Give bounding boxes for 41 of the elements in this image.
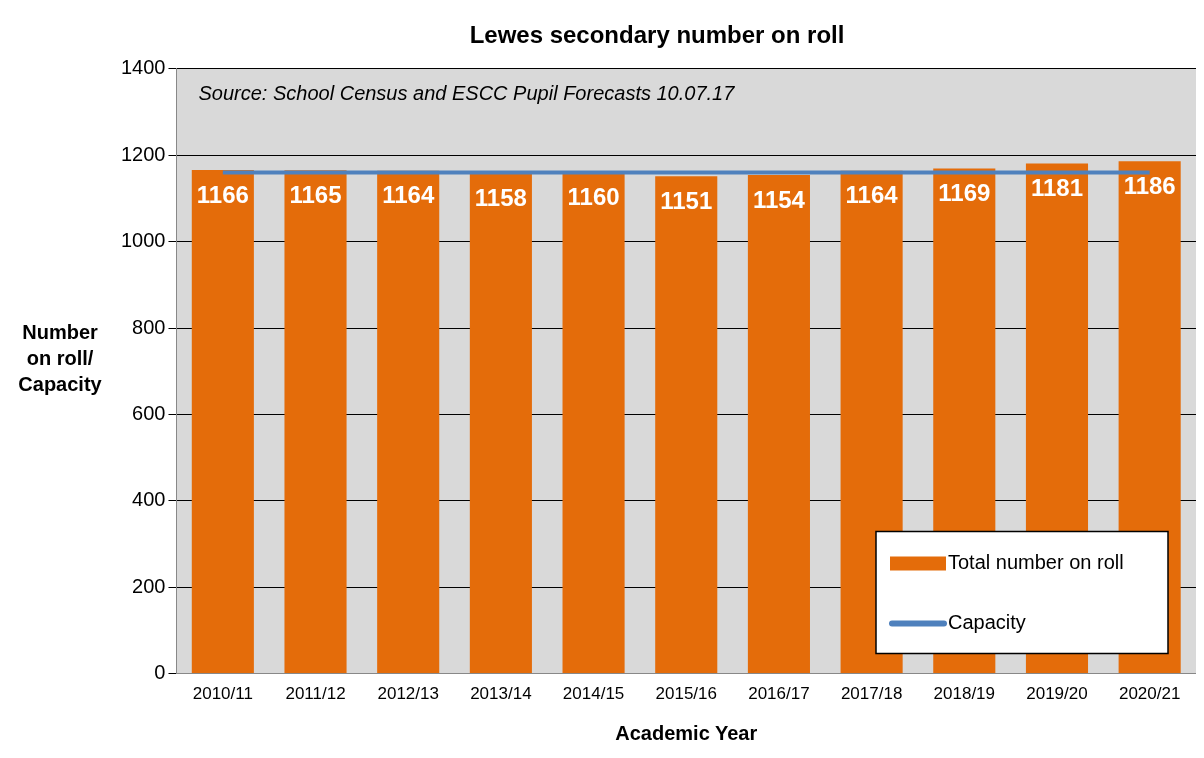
data-label: 1165 <box>289 180 342 208</box>
bar <box>747 175 810 674</box>
x-tick-label: 2016/17 <box>748 684 810 704</box>
data-label: 1181 <box>1030 174 1084 202</box>
bar <box>191 169 254 674</box>
y-tick-label: 400 <box>132 488 166 511</box>
x-tick-label: 2012/13 <box>377 684 439 704</box>
data-label: 1154 <box>752 185 806 213</box>
y-tick-label: 600 <box>132 401 166 424</box>
data-label: 1164 <box>845 181 899 209</box>
legend-label: Capacity <box>948 611 1026 634</box>
y-tick-label: 800 <box>132 315 166 338</box>
x-tick-label: 2018/19 <box>933 684 996 704</box>
x-axis-title: Academic Year <box>615 721 758 744</box>
chart-title: Lewes secondary number on roll <box>469 21 845 49</box>
x-tick-label: 2011/12 <box>285 684 346 704</box>
data-label: 1158 <box>474 183 527 211</box>
data-label: 1164 <box>382 181 435 209</box>
data-label: 1169 <box>938 179 991 207</box>
x-tick-label: 2015/16 <box>655 684 717 704</box>
data-label: 1160 <box>567 183 620 211</box>
y-tick-label: 200 <box>132 574 166 597</box>
y-tick-label: 1000 <box>120 229 166 252</box>
data-label: 1186 <box>1123 171 1176 199</box>
legend-label: Total number on roll <box>948 551 1124 574</box>
data-label: 1151 <box>660 186 713 214</box>
data-label: 1166 <box>196 180 249 208</box>
x-tick-label: 2019/20 <box>1026 684 1088 704</box>
bar <box>655 176 718 674</box>
x-tick-label: 2014/15 <box>562 684 625 704</box>
x-tick-label: 2013/14 <box>470 684 532 704</box>
x-tick-label: 2010/11 <box>192 684 253 704</box>
bar <box>562 172 625 674</box>
y-axis-title: Number on roll/ Capacity <box>18 320 103 395</box>
x-tick-label: 2020/21 <box>1118 684 1181 704</box>
bar <box>469 173 532 674</box>
x-tick-label: 2017/18 <box>840 684 903 704</box>
y-tick-label: 1200 <box>120 142 166 165</box>
annotation: Source: School Census and ESCC Pupil Forecasts 10.07.17 <box>198 82 736 105</box>
y-tick-label: 1400 <box>120 56 166 79</box>
y-tick-label: 0 <box>154 661 166 684</box>
